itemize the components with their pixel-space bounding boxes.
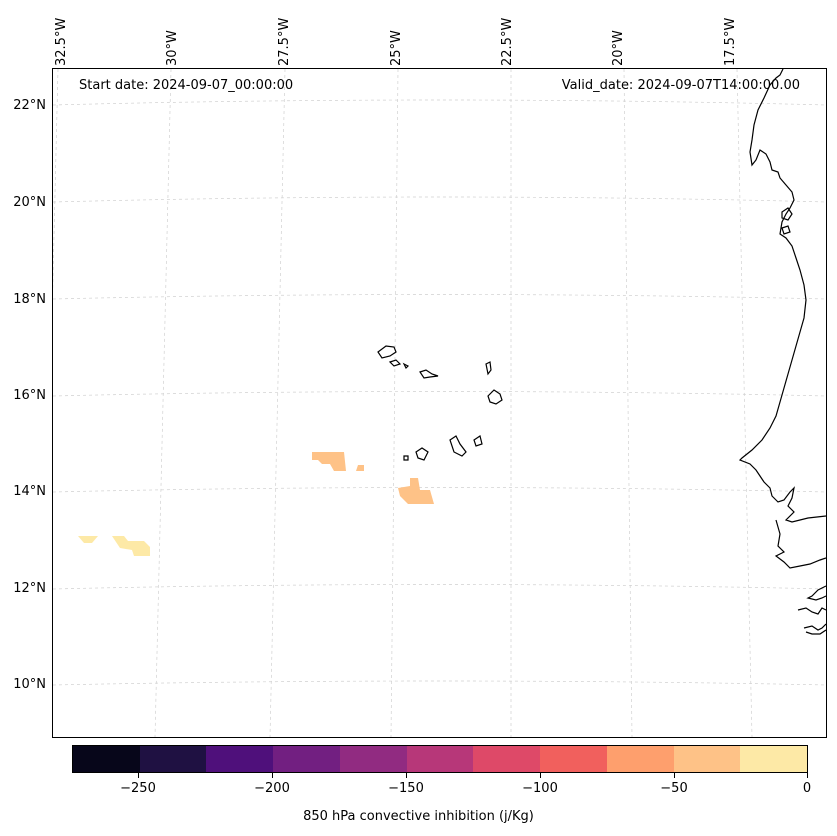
colorbar-tick-label: −150: [388, 781, 424, 796]
colorbar-tick: [674, 773, 675, 778]
colorbar-segment: [139, 746, 207, 772]
colorbar: [72, 745, 808, 773]
colorbar-segment: [673, 746, 741, 772]
colorbar-segment: [473, 746, 541, 772]
colorbar-tick: [406, 773, 407, 778]
lat-label-18: 18°N: [13, 292, 46, 307]
lon-label-25: 25°W: [389, 30, 404, 66]
cin-patch-3: [398, 478, 434, 504]
colorbar-segment: [406, 746, 474, 772]
map-frame: [52, 68, 827, 738]
island-sao-nicolau: [419, 369, 439, 379]
cin-shading: [78, 452, 434, 556]
lon-label-30: 30°W: [165, 30, 180, 66]
colorbar-tick-label: 0: [802, 781, 812, 796]
colorbar-segment: [606, 746, 674, 772]
lat-label-20: 20°N: [13, 195, 46, 210]
colorbar-tick-label: −250: [120, 781, 156, 796]
lon-label-27-5: 27.5°W: [277, 17, 292, 66]
lat-label-16: 16°N: [13, 388, 46, 403]
cin-patch-4: [78, 536, 98, 543]
colorbar-tick: [807, 773, 808, 778]
cin-patch-2: [356, 465, 364, 471]
lat-label-10: 10°N: [13, 677, 46, 692]
colorbar-segment: [740, 746, 808, 772]
island-santiago: [449, 435, 467, 457]
colorbar-tick-label: −100: [522, 781, 558, 796]
colorbar-segment: [540, 746, 607, 772]
lat-label-12: 12°N: [13, 581, 46, 596]
lon-label-32-5: 32.5°W: [54, 17, 69, 66]
cin-patch-5: [112, 536, 150, 556]
coastline: [738, 69, 826, 635]
colorbar-title: 850 hPa convective inhibition (j/Kg): [303, 809, 534, 824]
island-fogo: [415, 447, 429, 461]
colorbar-segment: [339, 746, 407, 772]
island-brava: [403, 455, 409, 461]
lon-label-22-5: 22.5°W: [500, 17, 515, 66]
colorbar-tick-label: −200: [254, 781, 290, 796]
valid-date: Valid_date: 2024-09-07T14:00:00.00: [561, 78, 800, 93]
island-sao-vicente: [388, 359, 402, 367]
island-maio: [473, 435, 483, 447]
start-date: Start date: 2024-09-07_00:00:00: [79, 78, 294, 93]
cape-verde-islands: [377, 345, 503, 461]
island-santa-luzia: [402, 362, 410, 370]
colorbar-tick: [272, 773, 273, 778]
lon-label-20: 20°W: [611, 30, 626, 66]
colorbar-tick: [540, 773, 541, 778]
colorbar-tick: [138, 773, 139, 778]
colorbar-tick-label: −50: [660, 781, 688, 796]
lat-label-14: 14°N: [13, 484, 46, 499]
gridlines: [53, 69, 826, 737]
colorbar-segment: [73, 746, 140, 772]
island-sal: [485, 361, 492, 376]
lon-label-17-5: 17.5°W: [723, 17, 738, 66]
cin-patch-1: [312, 452, 346, 471]
colorbar-segment: [206, 746, 274, 772]
map-content: [53, 69, 826, 737]
island-boa-vista: [487, 389, 503, 405]
colorbar-segment: [273, 746, 340, 772]
lat-label-22: 22°N: [13, 98, 46, 113]
island-santo-antao: [377, 345, 397, 359]
